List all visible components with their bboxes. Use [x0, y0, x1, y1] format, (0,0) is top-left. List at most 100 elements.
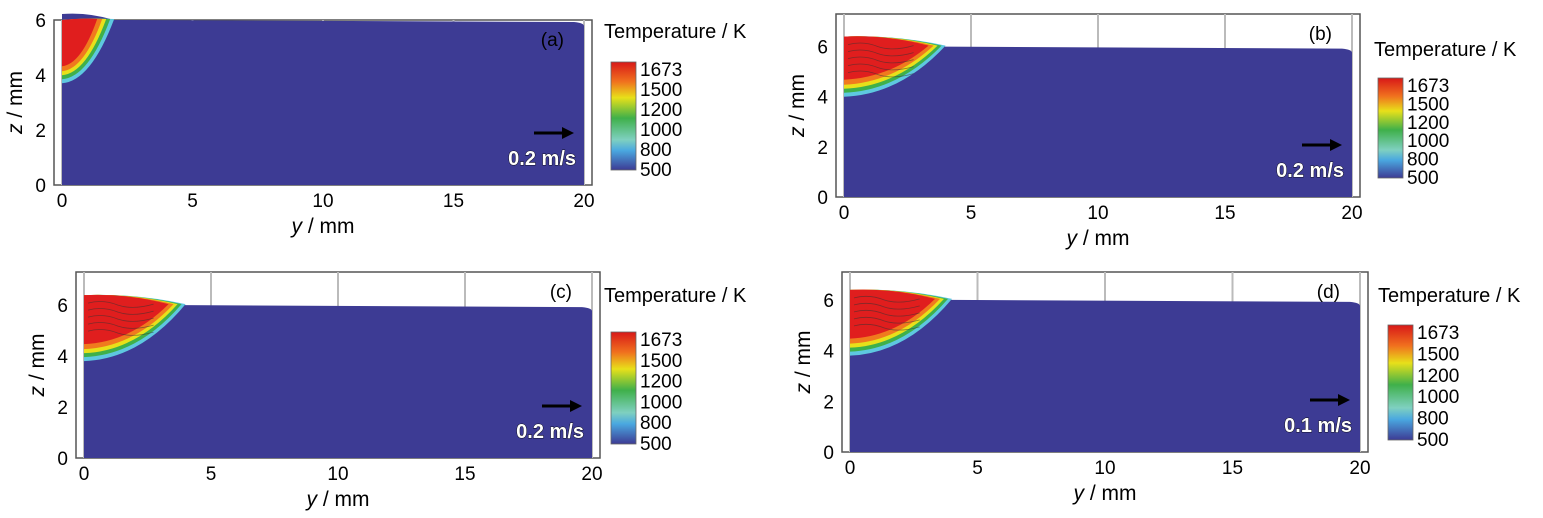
x-tick-label: 10 — [1094, 458, 1115, 479]
y-tick-label: 6 — [817, 38, 828, 59]
velocity-scale-label: 0.1 m/s — [1284, 415, 1352, 437]
x-tick-label: 10 — [327, 464, 348, 485]
colorbar-tick-label: 1673 — [1417, 323, 1459, 344]
x-tick-label: 20 — [573, 191, 594, 212]
x-axis-label: y / mm — [305, 488, 370, 511]
x-tick-label: 10 — [312, 191, 333, 212]
y-tick-label: 4 — [817, 88, 828, 109]
temperature-field — [850, 293, 1360, 452]
y-axis-label: z / mm — [4, 71, 27, 135]
streamline — [847, 49, 914, 57]
x-axis-label: y / mm — [1072, 482, 1137, 505]
x-tick-label: 0 — [845, 458, 856, 479]
y-tick-label: 6 — [823, 291, 834, 312]
x-tick-label: 15 — [443, 191, 464, 212]
colorbar-tick-label: 500 — [1407, 168, 1439, 189]
streamline — [847, 56, 914, 64]
colorbar — [1387, 324, 1414, 441]
y-tick-label: 0 — [823, 443, 834, 464]
colorbar-tick-label: 1000 — [1417, 387, 1459, 408]
streamline — [847, 42, 914, 50]
colorbar-tick-label: 1200 — [1417, 366, 1459, 387]
x-tick-label: 0 — [57, 191, 68, 212]
colorbar-tick-label: 1200 — [1407, 113, 1449, 134]
y-tick-label: 4 — [823, 342, 834, 363]
panel-b: 0 5 10 15 20 0 2 4 6 y / mm z / mm (b) 0.2 m/s Temper… — [786, 13, 1517, 250]
x-tick-label: 5 — [966, 203, 977, 224]
streamline — [853, 323, 920, 331]
colorbar-tick-label: 1000 — [640, 392, 682, 413]
streamline — [87, 315, 154, 322]
streamline — [87, 308, 154, 315]
x-axis-label: y / mm — [290, 215, 355, 238]
y-tick-label: 6 — [35, 11, 46, 32]
panel-label: (b) — [1309, 24, 1332, 45]
x-axis-label: y / mm — [1065, 227, 1130, 250]
streamline — [87, 329, 154, 336]
colorbar-title: Temperature / K — [1378, 285, 1521, 307]
colorbar-tick-label: 1000 — [1407, 131, 1449, 152]
colorbar-tick-label: 1200 — [640, 100, 682, 121]
x-tick-label: 5 — [206, 464, 217, 485]
colorbar — [1377, 77, 1404, 179]
x-tick-label: 15 — [1214, 203, 1235, 224]
streamline — [847, 63, 914, 71]
colorbar — [610, 331, 637, 445]
temperature-field — [62, 13, 584, 185]
panel-c: 0 5 10 15 20 0 2 4 6 y / mm z / mm (c) 0.2 m/s Temper… — [26, 271, 747, 511]
colorbar-tick-label: 1000 — [640, 120, 682, 141]
streamline — [87, 301, 154, 308]
panel-label: (a) — [541, 30, 564, 51]
y-tick-label: 0 — [817, 188, 828, 209]
colorbar-tick-label: 1200 — [640, 372, 682, 393]
temperature-field — [84, 298, 592, 458]
velocity-arrow-head — [562, 127, 574, 139]
y-tick-label: 4 — [35, 66, 46, 87]
x-tick-label: 20 — [581, 464, 602, 485]
streamline — [87, 322, 154, 329]
colorbar-tick-label: 800 — [640, 413, 672, 434]
x-tick-label: 0 — [79, 464, 90, 485]
colorbar-tick-label: 500 — [640, 434, 672, 455]
panel-label: (c) — [550, 282, 572, 303]
colorbar-tick-label: 500 — [1417, 430, 1449, 451]
x-tick-label: 10 — [1087, 203, 1108, 224]
y-axis-label: z / mm — [26, 334, 49, 398]
melt-pool-band — [84, 294, 169, 345]
colorbar-tick-label: 1500 — [640, 80, 682, 101]
x-tick-label: 20 — [1349, 458, 1370, 479]
colorbar-tick-label: 1673 — [1407, 76, 1449, 97]
panel-d: 0 5 10 15 20 0 2 4 6 y / mm z / mm (d) 0.1 m/s Temper… — [792, 271, 1521, 505]
x-tick-label: 15 — [454, 464, 475, 485]
velocity-arrow-head — [1338, 394, 1350, 406]
panel-a: 0 5 10 15 20 0 2 4 6 y / mm z / mm (a) 0.2 m/s Temper… — [4, 11, 747, 238]
y-tick-label: 2 — [35, 121, 46, 142]
y-tick-label: 2 — [823, 392, 834, 413]
y-axis-label: z / mm — [792, 331, 815, 395]
y-tick-label: 6 — [57, 296, 68, 317]
x-tick-label: 20 — [1341, 203, 1362, 224]
y-tick-label: 4 — [57, 347, 68, 368]
y-tick-label: 0 — [57, 449, 68, 470]
colorbar-tick-label: 1673 — [640, 60, 682, 81]
colorbar-tick-label: 800 — [1417, 409, 1449, 430]
colorbar — [610, 61, 637, 171]
streamline — [853, 295, 920, 303]
colorbar-tick-label: 500 — [640, 160, 672, 181]
colorbar-title: Temperature / K — [1374, 39, 1517, 61]
velocity-arrow-head — [570, 400, 582, 412]
y-tick-label: 0 — [35, 176, 46, 197]
streamline — [853, 309, 920, 317]
streamline — [847, 70, 914, 78]
panel-label: (d) — [1317, 282, 1340, 303]
colorbar-tick-label: 800 — [640, 140, 672, 161]
colorbar-tick-label: 800 — [1407, 150, 1439, 171]
velocity-arrow-head — [1330, 139, 1342, 151]
y-axis-label: z / mm — [786, 74, 809, 138]
x-tick-label: 5 — [972, 458, 983, 479]
streamline — [853, 316, 920, 324]
y-tick-label: 2 — [57, 398, 68, 419]
velocity-scale-label: 0.2 m/s — [508, 148, 576, 170]
melt-pool-band — [62, 18, 98, 67]
